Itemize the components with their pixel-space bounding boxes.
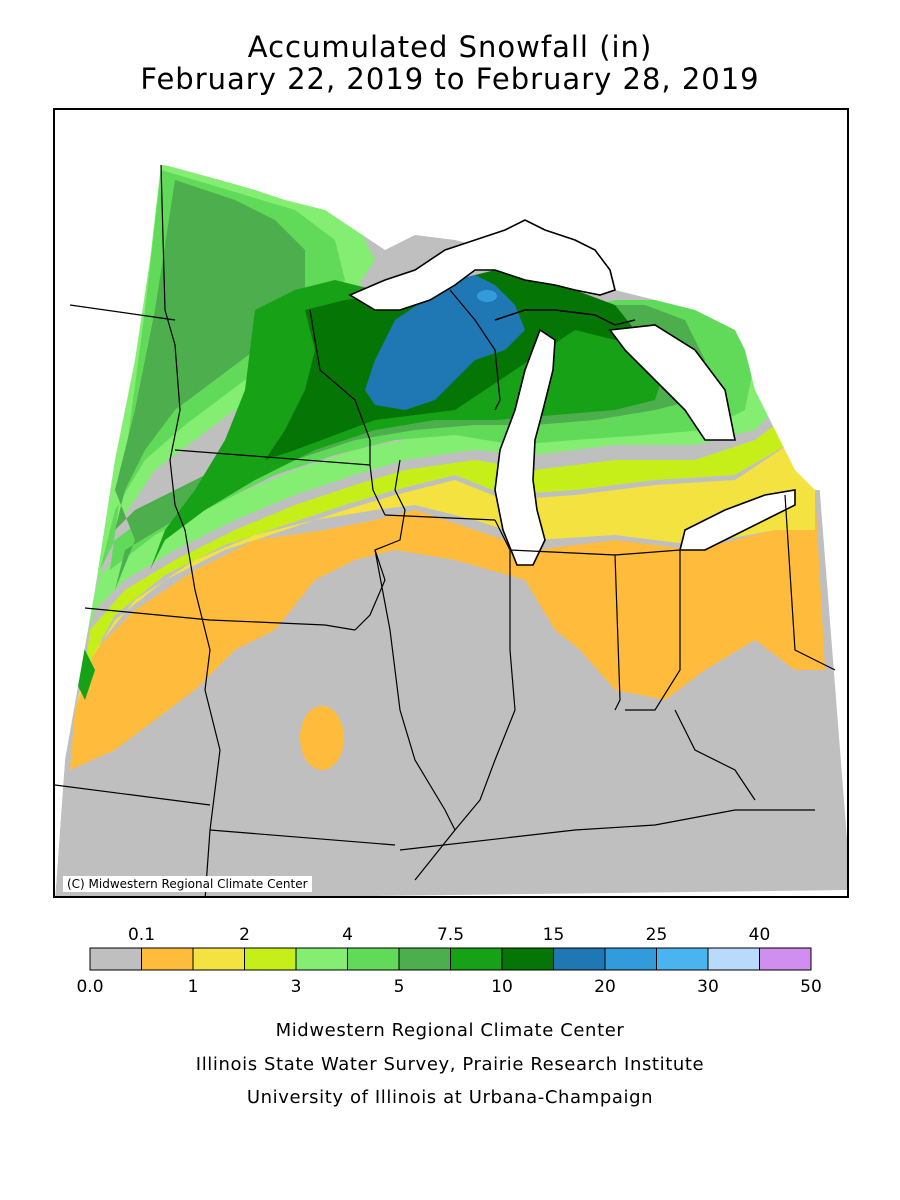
legend-upper-label: 40 — [749, 925, 771, 945]
legend-color-bar — [89, 947, 812, 971]
legend-swatch — [89, 947, 142, 971]
lake-erie — [678, 489, 796, 551]
snow-band-15-20 — [365, 275, 525, 410]
legend-swatch — [244, 947, 297, 971]
snow-band-2-3 — [85, 410, 815, 670]
upper-michigan-coast — [494, 309, 636, 326]
snow-band-1-2 — [75, 440, 815, 710]
footer-line1: Midwestern Regional Climate Center — [275, 1020, 625, 1041]
legend-upper-label: 25 — [646, 925, 668, 945]
legend-lower-label: 0.0 — [76, 977, 103, 997]
lake-michigan — [494, 328, 556, 566]
legend-swatch — [141, 947, 194, 971]
legend-lower-label: 30 — [697, 977, 719, 997]
snow-spot-missouri — [300, 706, 344, 770]
snow-band-5-7.5 — [115, 180, 705, 590]
canada-region — [55, 110, 847, 896]
legend-lower-label: 1 — [188, 977, 199, 997]
snowfall-map: (C) Midwestern Regional Climate Center — [53, 108, 849, 898]
snow-band-7.5-10 — [70, 280, 665, 700]
legend-swatch — [501, 947, 554, 971]
copyright-label: (C) Midwestern Regional Climate Center — [63, 876, 312, 892]
legend-upper-label: 2 — [239, 925, 250, 945]
legend-swatch — [707, 947, 760, 971]
legend-upper-label: 7.5 — [437, 925, 464, 945]
legend-swatch — [398, 947, 451, 971]
legend-swatch — [192, 947, 245, 971]
legend-upper-label: 15 — [543, 925, 565, 945]
legend-lower-labels: 0.0 1 3 5 10 20 30 50 — [76, 977, 821, 997]
snow-band-0.1-1 — [70, 490, 825, 770]
legend-lower-label: 20 — [594, 977, 616, 997]
legend-swatch — [347, 947, 400, 971]
map-title-line1: Accumulated Snowfall (in) — [247, 30, 653, 64]
legend-swatch — [450, 947, 503, 971]
legend-lower-label: 5 — [394, 977, 405, 997]
legend-upper-label: 4 — [342, 925, 353, 945]
state-borders — [55, 164, 836, 896]
snow-spot-20-25 — [477, 290, 497, 302]
footer-line2: Illinois State Water Survey, Prairie Res… — [195, 1054, 705, 1075]
legend-swatch — [604, 947, 657, 971]
lake-huron — [608, 324, 736, 441]
legend-swatch — [553, 947, 606, 971]
legend-lower-label: 3 — [291, 977, 302, 997]
legend-swatch — [656, 947, 709, 971]
legend-lower-label: 50 — [800, 977, 822, 997]
legend-upper-label: 0.1 — [128, 925, 155, 945]
legend-swatch — [759, 947, 812, 971]
lake-superior — [348, 219, 616, 311]
map-title-line2: February 22, 2019 to February 28, 2019 — [140, 62, 760, 96]
map-canvas — [55, 110, 847, 896]
legend-lower-label: 10 — [491, 977, 513, 997]
legend-swatch — [295, 947, 348, 971]
footer-line3: University of Illinois at Urbana-Champai… — [246, 1087, 654, 1108]
legend-upper-labels: 0.1 2 4 7.5 15 25 40 — [128, 925, 770, 945]
